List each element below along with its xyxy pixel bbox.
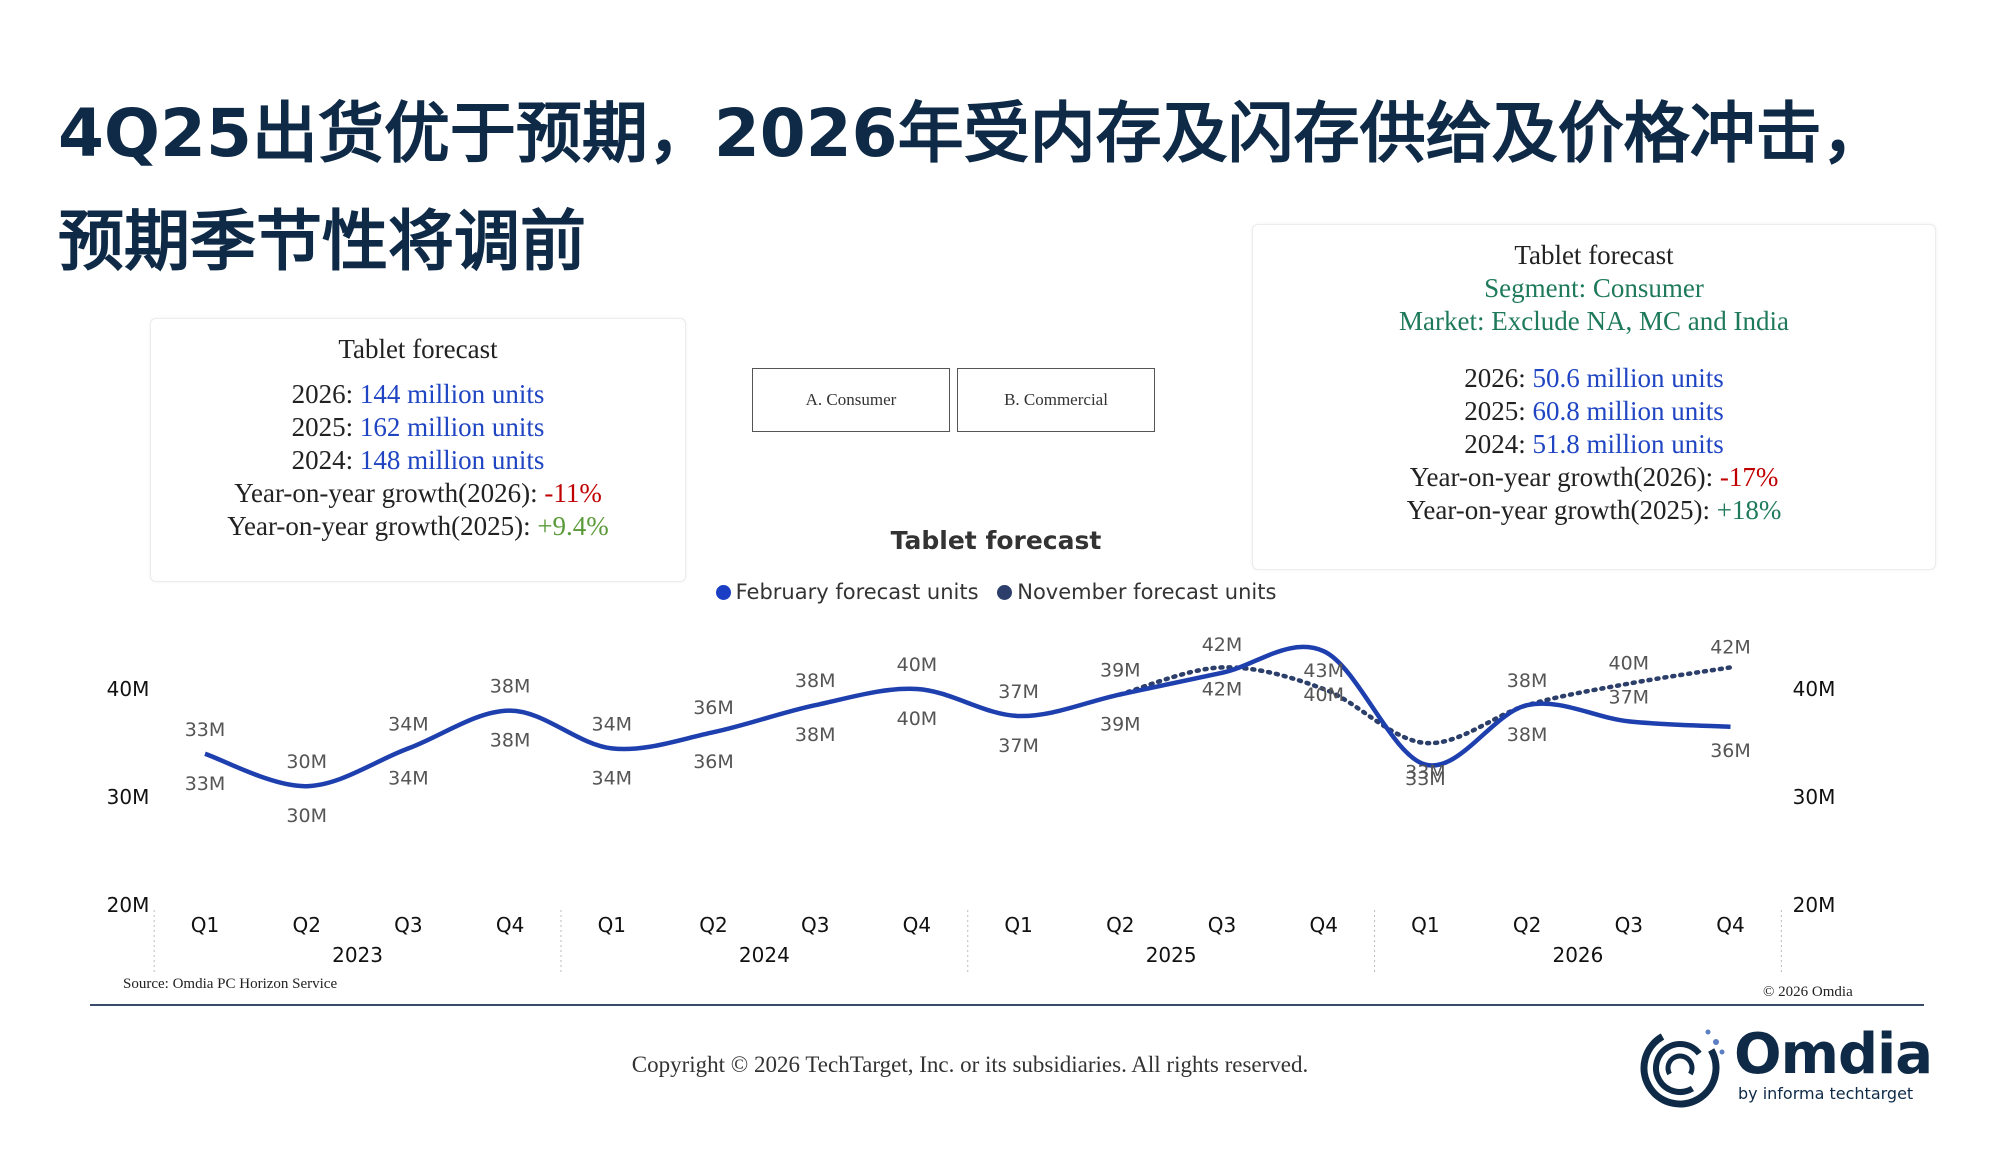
data-label-february: 33M (1405, 762, 1446, 784)
summary-growth-2026: Year-on-year growth(2026): -11% (234, 478, 602, 508)
data-label-february: 34M (592, 713, 633, 735)
data-label-february: 38M (795, 670, 836, 692)
summary-growth-2025: Year-on-year growth(2025): +9.4% (227, 511, 609, 541)
data-label-february: 34M (388, 713, 429, 735)
data-label-february: 36M (1710, 740, 1751, 762)
data-label-november: 40M (897, 708, 938, 730)
y-tick-right-30M: 30M (1793, 785, 1836, 809)
x-tick-label: Q2 (699, 913, 727, 937)
x-tick-label: Q1 (1004, 913, 1032, 937)
omdia-logo: Omdia by informa techtarget (1638, 1022, 1933, 1112)
x-tick-label: Q1 (1411, 913, 1439, 937)
y-tick-left-40M: 40M (107, 677, 150, 701)
x-tick-label: Q3 (1208, 913, 1236, 937)
data-label-february: 30M (286, 751, 327, 773)
data-label-november: 39M (1100, 713, 1141, 735)
consumer-market-label: Market: Exclude NA, MC and India (1399, 306, 1789, 336)
y-tick-right-20M: 20M (1793, 893, 1836, 917)
chart-legend: February forecast units November forecas… (0, 580, 1992, 605)
x-tick-label: Q2 (1513, 913, 1541, 937)
x-tick-label: Q3 (394, 913, 422, 937)
data-label-february: 38M (1507, 670, 1548, 692)
consumer-row-2024: 2024: 51.8 million units (1464, 429, 1724, 459)
x-tick-label: Q1 (598, 913, 626, 937)
series-line-february (204, 644, 1731, 789)
x-tick-label: Q3 (801, 913, 829, 937)
x-year-label-2024: 2024 (739, 943, 790, 967)
data-label-november: 40M (1609, 653, 1650, 675)
x-tick-label: Q4 (903, 913, 931, 937)
consumer-forecast-summary-box: Tablet forecast Segment: Consumer Market… (1252, 224, 1936, 570)
data-label-november: 36M (693, 751, 734, 773)
legend-item-november[interactable]: November forecast units (997, 580, 1276, 604)
omdia-submark: by informa techtarget (1738, 1084, 1914, 1103)
omdia-ring-icon (1640, 1028, 1725, 1108)
legend-item-february[interactable]: February forecast units (715, 580, 979, 604)
consumer-growth-2026: Year-on-year growth(2026): -17% (1409, 462, 1779, 492)
consumer-growth-2025: Year-on-year growth(2025): +18% (1406, 495, 1782, 525)
y-tick-left-20M: 20M (107, 893, 150, 917)
legend-label-november: November forecast units (1017, 580, 1277, 604)
data-label-february: 40M (897, 654, 938, 676)
y-tick-left-30M: 30M (107, 785, 150, 809)
summary-row-2024: 2024: 148 million units (291, 445, 545, 475)
x-tick-label: Q3 (1615, 913, 1643, 937)
y-tick-right-40M: 40M (1793, 677, 1836, 701)
x-year-label-2026: 2026 (1552, 943, 1603, 967)
data-label-november: 38M (490, 730, 531, 752)
x-tick-label: Q2 (1106, 913, 1134, 937)
data-label-november: 42M (1202, 678, 1243, 700)
data-label-february: 33M (185, 719, 226, 741)
summary-row-2026: 2026: 144 million units (291, 379, 545, 409)
data-label-november: 40M (1303, 684, 1344, 706)
data-label-november: 34M (388, 767, 429, 789)
x-tick-label: Q4 (1716, 913, 1744, 937)
source-note: Source: Omdia PC Horizon Service (123, 976, 338, 992)
consumer-row-2025: 2025: 60.8 million units (1464, 396, 1724, 426)
footer-divider (90, 1004, 1924, 1006)
omdia-copyright: © 2026 Omdia (1763, 984, 1853, 1000)
omdia-wordmark: Omdia (1734, 1022, 1933, 1087)
data-label-november: 33M (185, 773, 226, 795)
data-label-november: 38M (795, 724, 836, 746)
consumer-row-2026: 2026: 50.6 million units (1464, 363, 1724, 393)
data-label-november: 34M (592, 767, 633, 789)
tablet-forecast-summary-box: Tablet forecast 2026: 144 million units … (150, 318, 686, 582)
data-label-november: 33M (1405, 768, 1446, 790)
data-label-november: 30M (286, 805, 327, 827)
data-label-november: 42M (1710, 636, 1751, 658)
data-label-february: 43M (1303, 660, 1344, 682)
consumer-segment-button[interactable]: A. Consumer (752, 368, 950, 432)
consumer-segment-label: Segment: Consumer (1484, 273, 1704, 303)
legend-dot-february (715, 584, 731, 600)
x-year-label-2023: 2023 (332, 943, 383, 967)
chart-title: Tablet forecast (890, 526, 1102, 555)
x-tick-label: Q1 (191, 913, 219, 937)
legend-dot-november (997, 584, 1013, 600)
summary-heading: Tablet forecast (338, 334, 498, 364)
x-tick-label: Q4 (496, 913, 524, 937)
commercial-segment-button[interactable]: B. Commercial (957, 368, 1155, 432)
data-label-february: 42M (1202, 634, 1243, 656)
x-year-label-2025: 2025 (1146, 943, 1197, 967)
page-title: 4Q25出货优于预期，2026年受内存及闪存供给及价格冲击，预期季节性将调前 (58, 95, 1888, 280)
summary-row-2025: 2025: 162 million units (291, 412, 545, 442)
consumer-heading: Tablet forecast (1514, 240, 1674, 270)
data-label-february: 39M (1100, 659, 1141, 681)
legend-label-february: February forecast units (735, 580, 979, 604)
x-tick-label: Q4 (1309, 913, 1337, 937)
data-label-february: 36M (693, 697, 734, 719)
data-label-february: 37M (998, 681, 1039, 703)
data-label-november: 38M (1507, 724, 1548, 746)
x-tick-label: Q2 (292, 913, 320, 937)
footer-copyright: Copyright © 2026 TechTarget, Inc. or its… (631, 1052, 1309, 1077)
data-label-february: 38M (490, 676, 531, 698)
series-line-november (1118, 665, 1733, 746)
data-label-november: 37M (998, 735, 1039, 757)
data-label-february: 37M (1609, 686, 1650, 708)
